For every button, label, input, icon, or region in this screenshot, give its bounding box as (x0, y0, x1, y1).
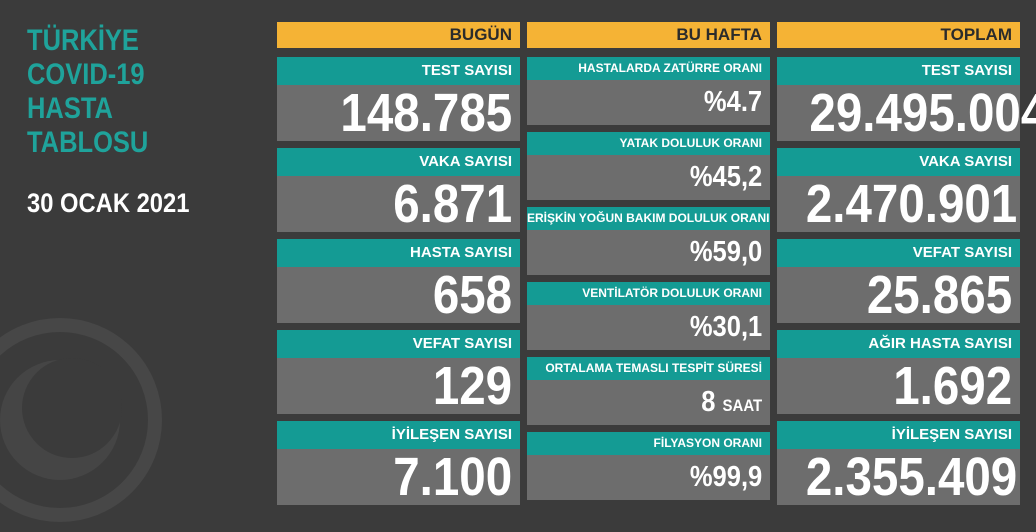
value-text: 29.495.004 (809, 85, 1036, 141)
card-value: 29.495.004 (777, 85, 1036, 141)
card-label: VEFAT SAYISI (777, 239, 1020, 267)
value-number: 2.470.901 (805, 174, 1018, 234)
value-text: 25.865 (867, 267, 1012, 323)
card-label: VAKA SAYISI (277, 148, 520, 176)
card-label: İYİLEŞEN SAYISI (277, 421, 520, 449)
title-line: COVID-19 (27, 58, 145, 91)
value-unit: SAAT (722, 396, 762, 415)
column-header: BU HAFTA (527, 22, 770, 48)
card-value: 7.100 (277, 449, 520, 505)
value-text: %4.7 (704, 80, 762, 125)
value-number: 6.871 (393, 174, 512, 234)
date: 30 OCAK 2021 (27, 188, 190, 218)
title-line: HASTA (27, 92, 113, 125)
value-text: %99,9 (690, 455, 762, 500)
value-text: 7.100 (393, 449, 512, 505)
column-header: TOPLAM (777, 22, 1020, 48)
value-number: 658 (432, 265, 512, 325)
value-number: 1.692 (893, 356, 1012, 416)
value-number: 8 (701, 386, 716, 418)
value-number: %99,9 (689, 461, 762, 493)
card-value: 2.355.409 (777, 449, 1020, 505)
value-number: %59,0 (689, 236, 762, 268)
value-text: 129 (433, 358, 512, 414)
value-number: %4.7 (703, 86, 762, 118)
card-label: TEST SAYISI (277, 57, 520, 85)
card-label: İYİLEŞEN SAYISI (777, 421, 1020, 449)
card-label: AĞIR HASTA SAYISI (777, 330, 1020, 358)
value-text: 2.470.901 (806, 176, 1017, 232)
value-number: 25.865 (866, 265, 1012, 325)
column-header: BUGÜN (277, 22, 520, 48)
value-text: 8 SAAT (701, 380, 762, 428)
value-number: 29.495.004 (809, 83, 1036, 143)
value-number: 7.100 (393, 447, 512, 507)
value-number: %30,1 (689, 311, 762, 343)
title: TÜRKİYE COVID-19 HASTA TABLOSU (27, 24, 148, 160)
card-value: 129 (277, 358, 520, 414)
value-text: 6.871 (393, 176, 512, 232)
value-text: 2.355.409 (806, 449, 1017, 505)
card-label: VAKA SAYISI (777, 148, 1020, 176)
card-value: %30,1 (527, 305, 770, 350)
card-value: 8 SAAT (527, 380, 770, 425)
value-number: 2.355.409 (805, 447, 1018, 507)
card-value: 2.470.901 (777, 176, 1020, 232)
value-text: 658 (433, 267, 512, 323)
title-line: TABLOSU (27, 126, 149, 159)
card-value: 25.865 (777, 267, 1020, 323)
card-label: ORTALAMA TEMASLI TESPİT SÜRESİ (527, 357, 770, 380)
card-label: VEFAT SAYISI (277, 330, 520, 358)
logo-watermark (0, 318, 162, 522)
card-label: VENTİLATÖR DOLULUK ORANI (527, 282, 770, 305)
value-text: %30,1 (690, 305, 762, 350)
card-value: %99,9 (527, 455, 770, 500)
card-value: %4.7 (527, 80, 770, 125)
card-label: TEST SAYISI (777, 57, 1020, 85)
card-value: 148.785 (277, 85, 520, 141)
card-label: HASTALARDA ZATÜRRE ORANI (527, 57, 770, 80)
value-text: 1.692 (893, 358, 1012, 414)
card-label: YATAK DOLULUK ORANI (527, 132, 770, 155)
card-value: 1.692 (777, 358, 1020, 414)
title-line: TÜRKİYE (27, 24, 139, 57)
value-number: 148.785 (340, 83, 512, 143)
card-value: %59,0 (527, 230, 770, 275)
card-value: %45,2 (527, 155, 770, 200)
card-value: 658 (277, 267, 520, 323)
card-label: ERİŞKİN YOĞUN BAKIM DOLULUK ORANI (527, 207, 770, 230)
value-number: %45,2 (689, 161, 762, 193)
value-text: 148.785 (340, 85, 512, 141)
card-label: HASTA SAYISI (277, 239, 520, 267)
value-text: %45,2 (690, 155, 762, 200)
card-value: 6.871 (277, 176, 520, 232)
value-text: %59,0 (690, 230, 762, 275)
card-label: FİLYASYON ORANI (527, 432, 770, 455)
value-number: 129 (432, 356, 512, 416)
